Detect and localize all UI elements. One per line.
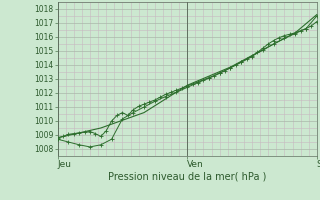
X-axis label: Pression niveau de la mer( hPa ): Pression niveau de la mer( hPa ) — [108, 172, 266, 182]
